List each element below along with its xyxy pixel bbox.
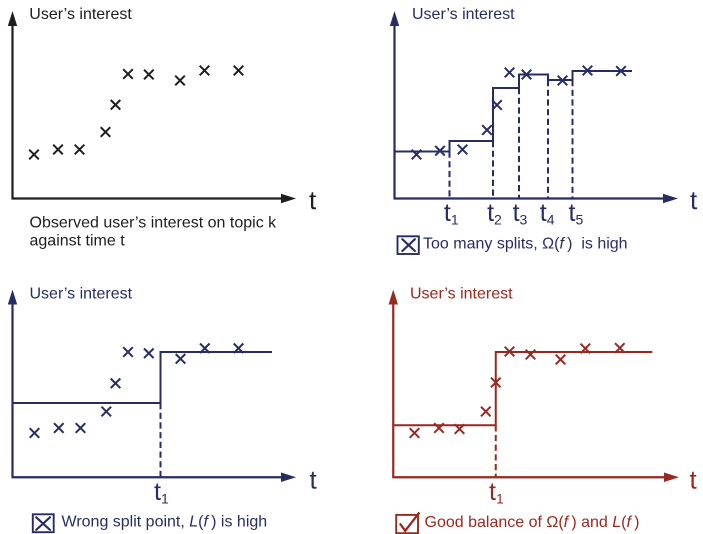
svg-text:t2: t2	[487, 199, 502, 228]
svg-text:t: t	[310, 464, 318, 494]
svg-text:User’s interest: User’s interest	[412, 6, 515, 23]
svg-text:Too many splits, Ω(f ) is hig: Too many splits, Ω(f ) is high	[423, 235, 628, 252]
svg-text:User’s interest: User’s interest	[30, 286, 133, 303]
svg-text:Wrong split point, L(f ) is hi: Wrong split point, L(f ) is high	[62, 514, 268, 531]
svg-text:t3: t3	[513, 199, 528, 228]
svg-text:t1: t1	[444, 199, 459, 228]
svg-text:against time t: against time t	[30, 233, 126, 250]
svg-text:t5: t5	[569, 199, 584, 228]
svg-text:t1: t1	[489, 478, 504, 507]
svg-text:Observed user’s interest on to: Observed user’s interest on topic k	[30, 215, 278, 232]
svg-text:User’s interest: User’s interest	[29, 6, 132, 23]
svg-text:t4: t4	[540, 199, 555, 228]
svg-text:User’s interest: User’s interest	[410, 286, 513, 303]
svg-text:t: t	[690, 464, 698, 494]
svg-text:t1: t1	[154, 478, 169, 507]
svg-text:t: t	[690, 185, 698, 215]
svg-text:Good balance of Ω(f ) and L(f: Good balance of Ω(f ) and L(f )	[425, 514, 640, 531]
svg-text:t: t	[309, 185, 317, 215]
